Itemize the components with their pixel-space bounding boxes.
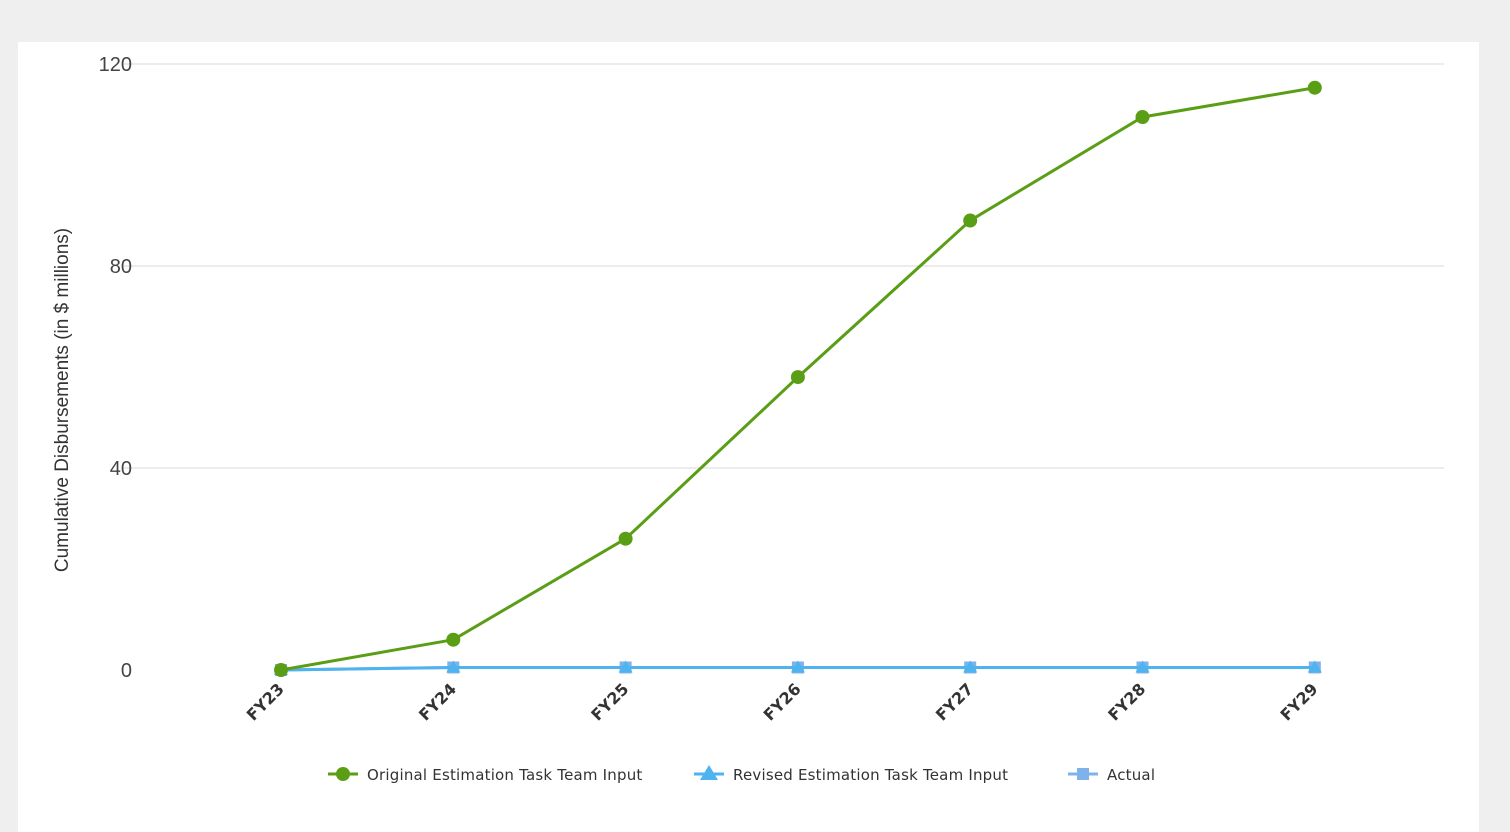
x-tick-label: FY25	[587, 679, 632, 724]
x-tick-label: FY27	[932, 679, 977, 724]
data-point	[790, 370, 805, 385]
data-point	[1135, 110, 1150, 125]
data-point	[790, 660, 805, 673]
data-point	[1307, 660, 1322, 673]
legend-item[interactable]: Revised Estimation Task Team Input	[694, 765, 1008, 784]
data-point	[963, 660, 978, 673]
data-point	[618, 660, 633, 673]
data-point	[446, 660, 461, 673]
data-point	[963, 213, 978, 228]
x-tick-label: FY24	[415, 679, 460, 724]
y-tick-label: 0	[121, 660, 132, 682]
data-point	[1135, 660, 1150, 673]
legend[interactable]: Original Estimation Task Team Input Revis…	[328, 765, 1155, 784]
x-tick-label: FY29	[1277, 679, 1322, 724]
legend-label: Actual	[1107, 766, 1155, 784]
chart-card: 0 40 80 120 Cumulative Disbursements (in $ …	[18, 42, 1479, 832]
data-point	[1307, 80, 1322, 95]
legend-marker	[1077, 768, 1089, 780]
y-axis-title: Cumulative Disbursements (in $ millions)	[52, 228, 73, 572]
y-tick-label: 120	[99, 54, 132, 76]
x-axis-ticks: FY23 FY24 FY25 FY26 FY27 FY28 FY29	[243, 679, 1322, 724]
legend-label: Revised Estimation Task Team Input	[733, 766, 1008, 784]
series-original-estimation-task-team-input	[274, 80, 1322, 677]
legend-marker	[336, 767, 350, 781]
data-point	[274, 663, 288, 677]
y-tick-label: 80	[110, 256, 132, 278]
x-tick-label: FY23	[243, 679, 288, 724]
legend-label: Original Estimation Task Team Input	[367, 766, 643, 784]
line-chart: 0 40 80 120 Cumulative Disbursements (in $ …	[52, 54, 1444, 784]
y-axis-ticks: 0 40 80 120	[99, 54, 132, 682]
y-tick-label: 40	[110, 458, 132, 480]
legend-item[interactable]: Original Estimation Task Team Input	[328, 766, 643, 784]
legend-item[interactable]: Actual	[1068, 766, 1155, 784]
data-point	[446, 632, 461, 647]
x-tick-label: FY26	[760, 679, 805, 724]
series	[274, 80, 1322, 677]
data-point	[618, 531, 633, 546]
gridlines	[124, 63, 1444, 469]
legend-marker	[700, 765, 718, 780]
x-tick-label: FY28	[1104, 679, 1149, 724]
